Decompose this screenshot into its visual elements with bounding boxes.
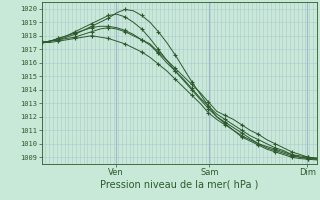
X-axis label: Pression niveau de la mer( hPa ): Pression niveau de la mer( hPa ) bbox=[100, 180, 258, 190]
